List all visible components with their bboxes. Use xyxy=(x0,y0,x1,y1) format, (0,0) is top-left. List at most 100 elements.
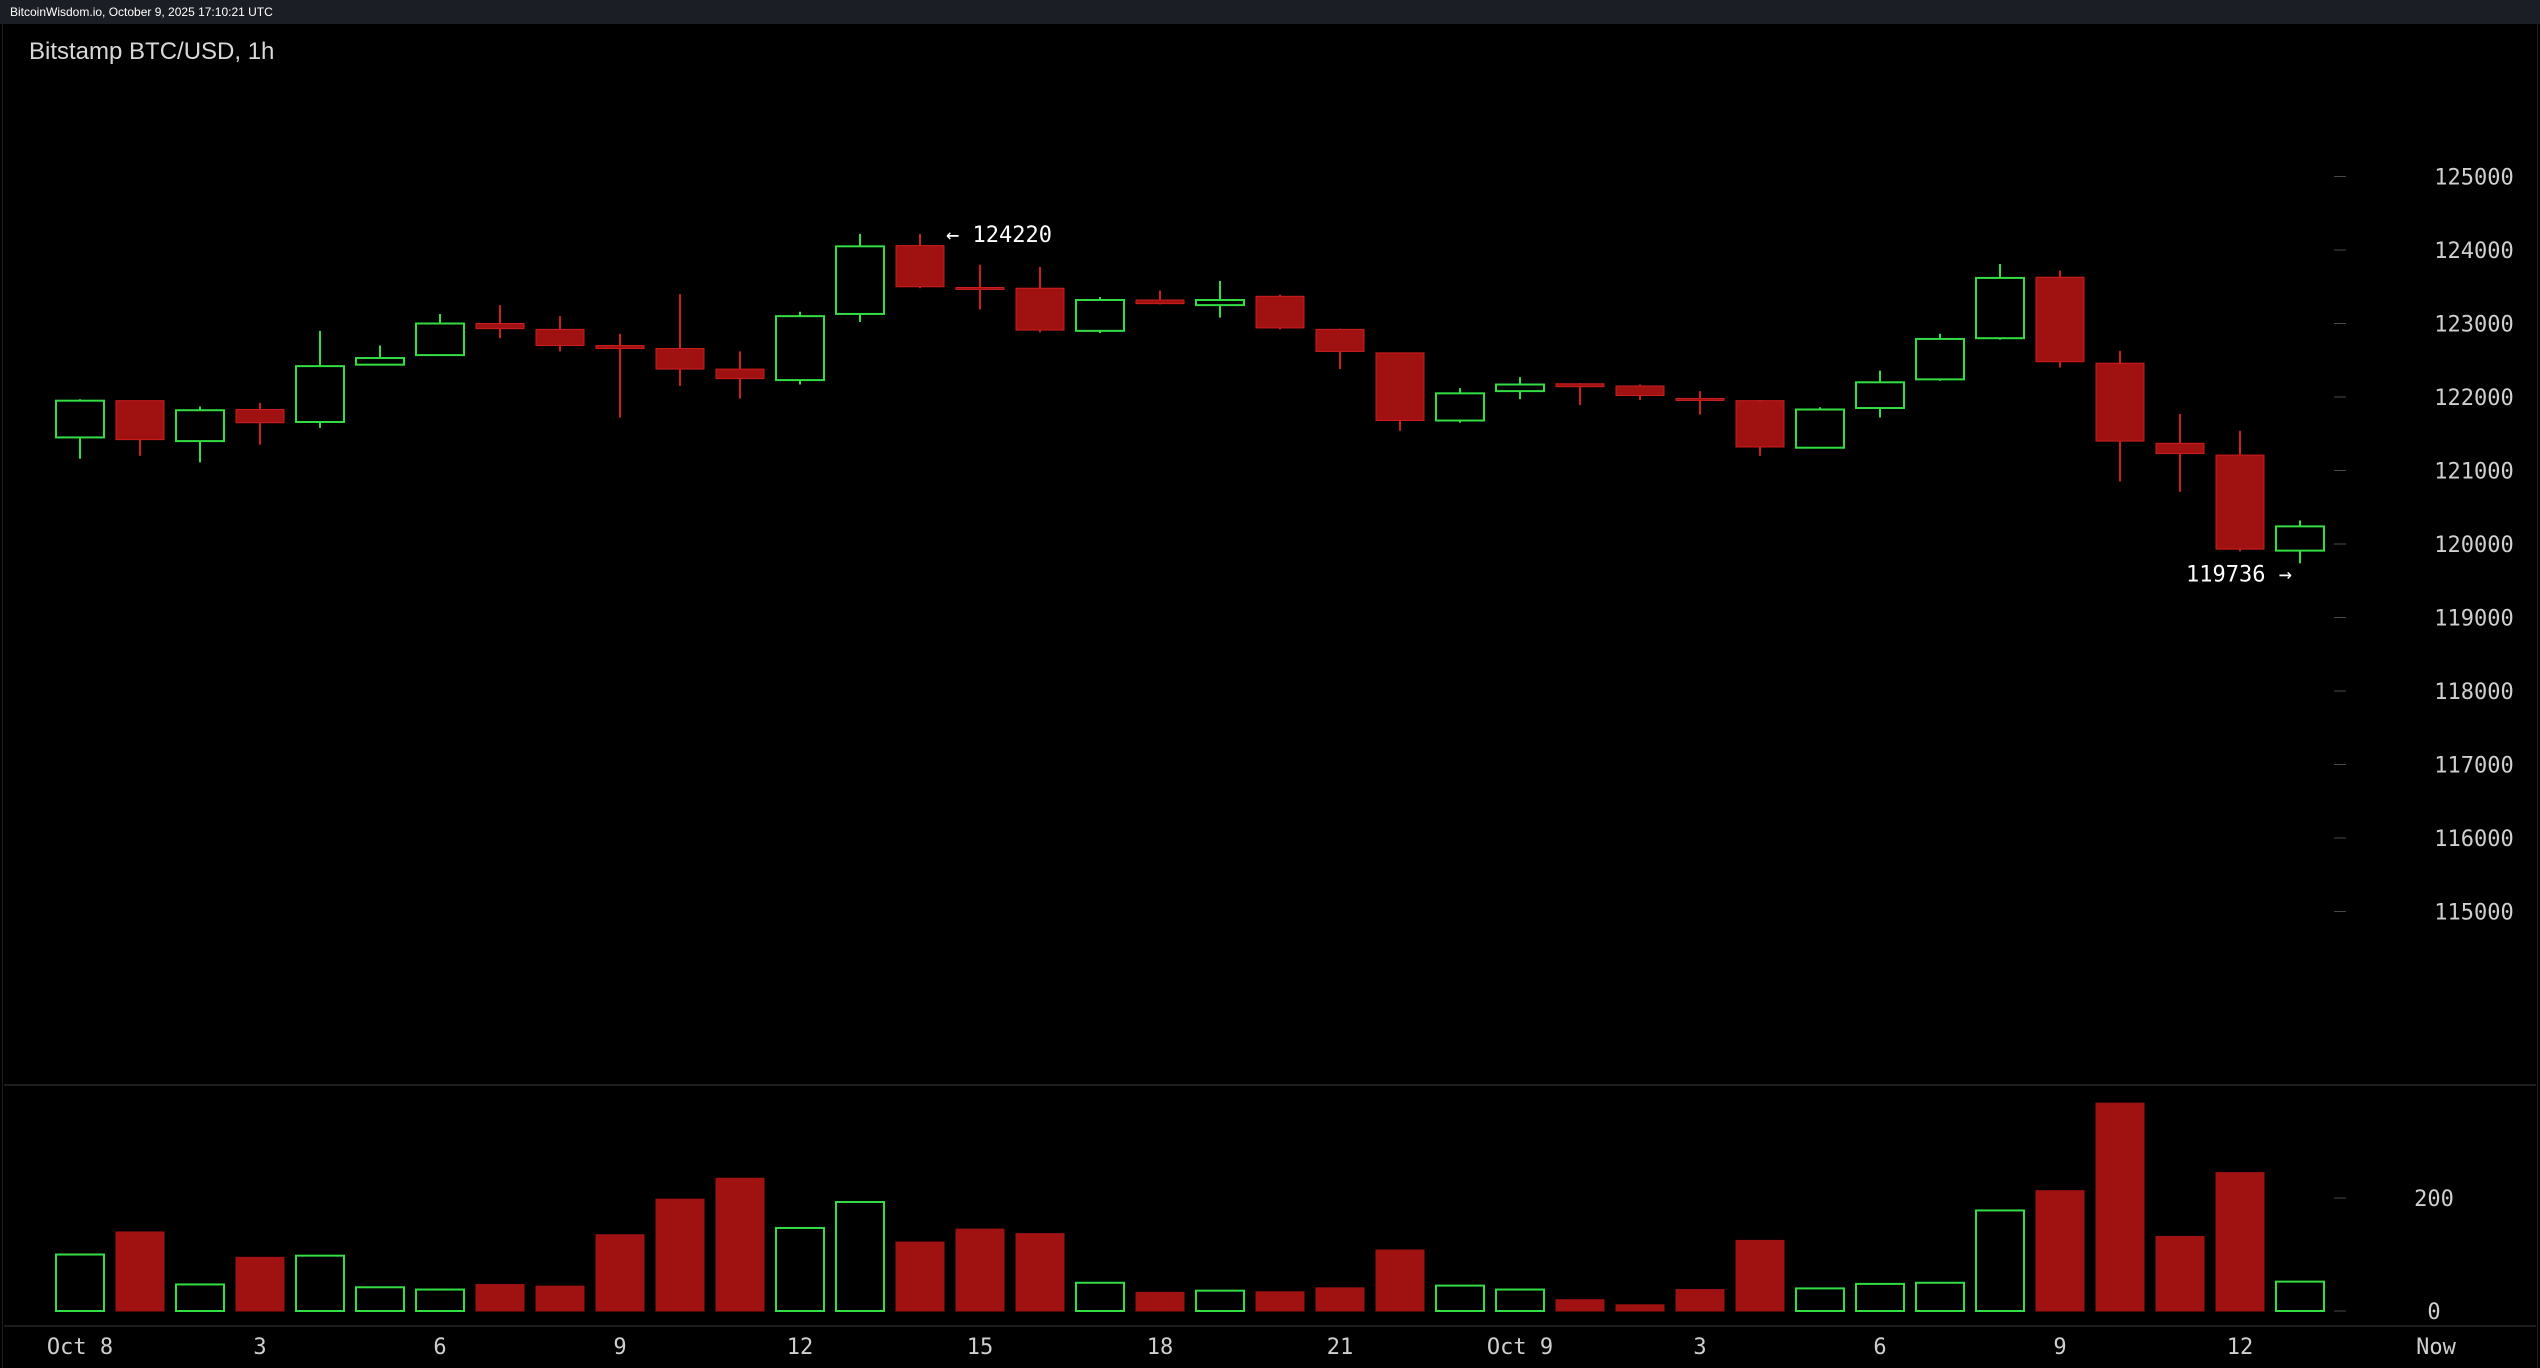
candle-body xyxy=(235,408,285,424)
time-tick-label: 18 xyxy=(1147,1335,1174,1360)
price-tick-label: 125000 xyxy=(2434,166,2513,191)
price-tick-label: 118000 xyxy=(2434,680,2513,705)
candle-body xyxy=(2035,276,2085,363)
volume-bar xyxy=(475,1283,525,1312)
volume-bar xyxy=(2215,1172,2265,1312)
candle-body xyxy=(1855,381,1905,410)
volume-bar xyxy=(775,1226,825,1312)
low-annotation: 119736 → xyxy=(2186,562,2292,587)
volume-bar xyxy=(115,1231,165,1312)
volume-bar xyxy=(1855,1282,1905,1312)
candle-body xyxy=(1915,337,1965,381)
time-tick-label: 12 xyxy=(787,1335,814,1360)
price-tick-label: 122000 xyxy=(2434,386,2513,411)
volume-bar xyxy=(415,1288,465,1313)
volume-bar xyxy=(295,1254,345,1312)
watermark: BitcoinWisdom.io, October 9, 2025 17:10:… xyxy=(10,5,273,19)
candle-body xyxy=(1495,383,1545,393)
time-tick-label: Oct 8 xyxy=(47,1335,113,1360)
volume-bar xyxy=(715,1177,765,1312)
volume-bar xyxy=(1015,1233,1065,1312)
volume-bar xyxy=(1975,1209,2025,1313)
candle-body xyxy=(1795,408,1845,449)
time-tick-label: 21 xyxy=(1327,1335,1354,1360)
candle-body xyxy=(2215,454,2265,550)
candle-body xyxy=(1315,328,1365,352)
volume-bar xyxy=(2035,1190,2085,1312)
volume-bar xyxy=(2155,1235,2205,1312)
candle-body xyxy=(655,347,705,370)
candle-body xyxy=(1435,392,1485,422)
volume-bar xyxy=(1735,1239,1785,1312)
volume-bars xyxy=(55,1102,2325,1313)
volume-tick-label: 0 xyxy=(2427,1300,2440,1325)
axes: 125000 124000 123000 122000 121000 120000 1190… xyxy=(47,166,2514,1361)
candle-body xyxy=(295,365,345,423)
price-tick-label: 119000 xyxy=(2434,607,2513,632)
price-tick-label: 124000 xyxy=(2434,239,2513,264)
time-tick-label: 3 xyxy=(1693,1335,1706,1360)
grid xyxy=(4,1084,2536,1327)
volume-bar xyxy=(955,1228,1005,1312)
candle-body xyxy=(1555,383,1605,388)
annotations: ← 124220 119736 → xyxy=(946,223,2292,588)
time-tick-label: Oct 9 xyxy=(1487,1335,1553,1360)
time-tick-label: 3 xyxy=(253,1335,266,1360)
candle-body xyxy=(1075,298,1125,332)
time-tick-label: 9 xyxy=(613,1335,626,1360)
candle-body xyxy=(2275,525,2325,552)
candle-body xyxy=(835,245,885,315)
candle-body xyxy=(1015,287,1065,331)
high-annotation: ← 124220 xyxy=(946,223,1052,248)
candle-body xyxy=(535,328,585,347)
candle-body xyxy=(715,368,765,380)
volume-bar xyxy=(2275,1280,2325,1313)
time-tick-label: 6 xyxy=(1873,1335,1886,1360)
volume-bar xyxy=(175,1283,225,1312)
price-tick-label: 117000 xyxy=(2434,754,2513,779)
candle-body xyxy=(1975,276,2025,340)
time-tick-label: 6 xyxy=(433,1335,446,1360)
price-tick-label: 123000 xyxy=(2434,313,2513,338)
candle-body xyxy=(1615,385,1665,397)
volume-bar xyxy=(1435,1284,1485,1312)
candle-body xyxy=(355,357,405,366)
volume-bar xyxy=(535,1285,585,1312)
candle-body xyxy=(475,323,525,330)
volume-bar xyxy=(655,1198,705,1312)
price-tick-label: 121000 xyxy=(2434,460,2513,485)
candle-body xyxy=(1735,400,1785,448)
volume-bar xyxy=(1915,1281,1965,1312)
time-tick-label: 9 xyxy=(2053,1335,2066,1360)
volume-bar xyxy=(895,1241,945,1312)
chart-title: Bitstamp BTC/USD, 1h xyxy=(29,38,275,65)
volume-bar xyxy=(1795,1287,1845,1312)
volume-bar xyxy=(835,1200,885,1312)
candle-body xyxy=(2155,442,2205,455)
price-tick-label: 120000 xyxy=(2434,533,2513,558)
candle-body xyxy=(55,399,105,439)
volume-bar xyxy=(1135,1291,1185,1312)
time-tick-label: 15 xyxy=(967,1335,994,1360)
candle-body xyxy=(595,345,645,349)
candle-body xyxy=(775,315,825,382)
price-tick-label: 116000 xyxy=(2434,827,2513,852)
price-tick-label: 115000 xyxy=(2434,901,2513,926)
volume-bar xyxy=(1615,1304,1665,1312)
volume-bar xyxy=(1555,1299,1605,1312)
candle-body xyxy=(1675,397,1725,401)
candle-body xyxy=(1255,295,1305,329)
volume-bar xyxy=(1375,1249,1425,1312)
volume-bar xyxy=(55,1253,105,1313)
candle-body xyxy=(2095,362,2145,442)
time-tick-label: Now xyxy=(2416,1335,2456,1360)
candle-body xyxy=(415,322,465,357)
candle-body xyxy=(1135,299,1185,305)
candles xyxy=(55,233,2325,564)
volume-bar xyxy=(355,1286,405,1312)
candle-body xyxy=(175,409,225,443)
candle-body xyxy=(1195,298,1245,307)
candle-body xyxy=(115,400,165,441)
candle-body xyxy=(1375,352,1425,422)
